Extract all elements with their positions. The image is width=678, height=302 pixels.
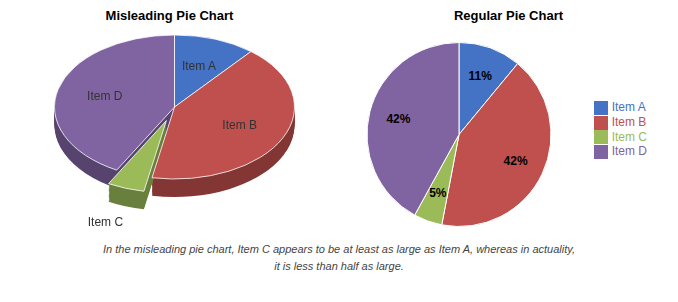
- html-text:Item C: Item C: [611, 129, 647, 144]
- html-text:Item D: Item D: [611, 144, 647, 159]
- svg-text:Item C: Item C: [88, 215, 124, 229]
- svg-text:Item B: Item B: [222, 118, 257, 132]
- svg-text:11%: 11%: [469, 69, 493, 83]
- svg-text:42%: 42%: [504, 154, 528, 168]
- html-text:it is less than half as large.: it is less than half as large.: [274, 259, 404, 272]
- svg-text:Item D: Item D: [87, 89, 123, 103]
- html-text:Regular Pie Chart: Regular Pie Chart: [454, 8, 563, 23]
- html-text:Item B: Item B: [611, 114, 647, 129]
- html-text:Misleading Pie Chart: Misleading Pie Chart: [105, 8, 234, 23]
- html-text:Item A: Item A: [611, 99, 646, 114]
- html-text:In the misleading pie chart, I: In the misleading pie chart, Item C appe…: [103, 243, 575, 255]
- svg-text:Item A: Item A: [182, 59, 216, 73]
- svg-text:5%: 5%: [429, 186, 447, 200]
- svg-text:42%: 42%: [386, 112, 410, 126]
